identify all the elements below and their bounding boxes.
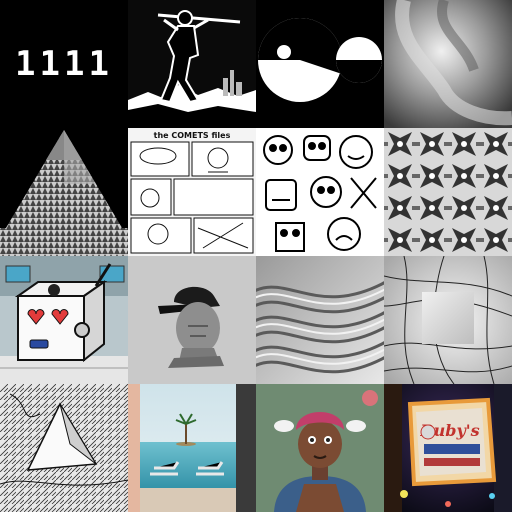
- tile-1111: 1111: [0, 0, 128, 128]
- doodle-pyramid-art: [0, 384, 128, 512]
- tile-tessellation: [384, 128, 512, 256]
- gray-swirl-art: [384, 0, 512, 128]
- silhouette-figure-art: [128, 0, 256, 128]
- robot-cube-art: [0, 256, 128, 384]
- cartoon-character-art: [256, 384, 384, 512]
- tile-1111-text: 1111: [15, 44, 113, 84]
- tile-doodle-pyramid: [0, 384, 128, 512]
- tile-comic-page: the COMETS files: [128, 128, 256, 256]
- tile-doodle-characters: [256, 128, 384, 256]
- tile-pyramid-pattern: [0, 128, 128, 256]
- comic-page-art: the COMETS files: [128, 128, 256, 256]
- tile-wave-lines: [256, 256, 384, 384]
- tile-cartoon-character: [256, 384, 384, 512]
- tile-geometric-circles: [256, 0, 384, 128]
- geometric-circles-art: [256, 0, 384, 128]
- tile-silhouette-figure: [128, 0, 256, 128]
- comic-title: the COMETS files: [154, 131, 231, 140]
- head-with-cap-art: [128, 256, 256, 384]
- pool-island-art: [128, 384, 256, 512]
- doodle-characters-art: [256, 128, 384, 256]
- tile-warped-grid-square: [384, 256, 512, 384]
- tessellation-art: [384, 128, 512, 256]
- tile-gray-swirl: [384, 0, 512, 128]
- pyramid-pattern-art: [0, 128, 128, 256]
- tile-neon-sign: Ruby's: [384, 384, 512, 512]
- tile-head-with-cap: [128, 256, 256, 384]
- tile-pool-island: [128, 384, 256, 512]
- tile-robot-cube: [0, 256, 128, 384]
- warped-grid-square-art: [384, 256, 512, 384]
- neon-sign-art: Ruby's: [384, 384, 512, 512]
- wave-lines-art: [256, 256, 384, 384]
